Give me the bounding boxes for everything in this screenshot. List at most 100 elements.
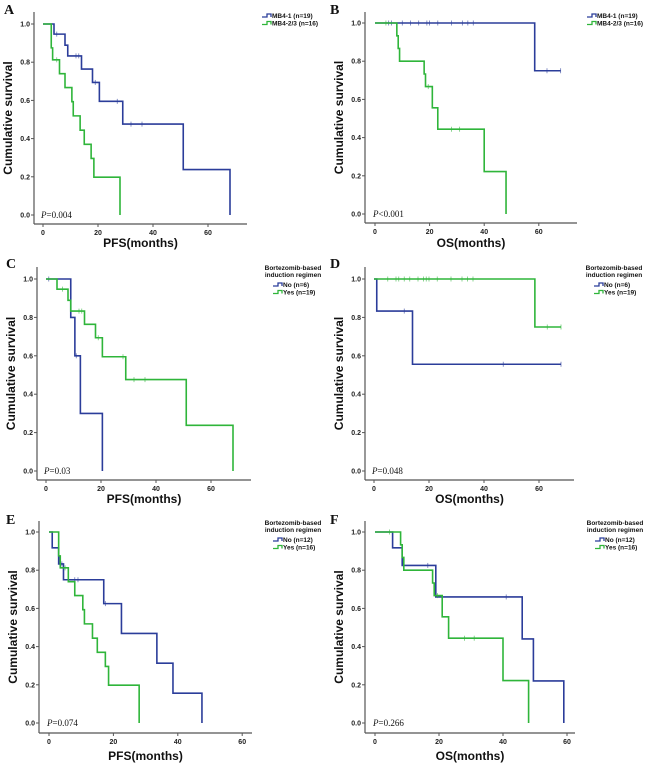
x-axis-title: PFS(months): [108, 749, 183, 763]
survival-curve-1: [375, 22, 561, 72]
y-tick-label: 0.0: [351, 212, 361, 219]
p-value-text: =0.03: [50, 466, 71, 476]
legend-swatch-2: [273, 289, 283, 295]
x-tick-label: 40: [480, 486, 488, 493]
y-tick-label: 0.2: [25, 682, 35, 689]
legend-label-2: MB4-2/3 (n=16): [597, 21, 643, 28]
y-tick-label: 0.0: [351, 721, 361, 728]
y-tick-label: 0.6: [351, 97, 361, 104]
x-axis-title: OS(months): [436, 749, 505, 763]
survival-curve-1: [374, 278, 561, 366]
p-symbol: P: [372, 209, 379, 219]
legend-swatch-2: [594, 289, 604, 295]
x-tick-label: 40: [499, 739, 507, 746]
survival-curve-2: [375, 531, 530, 723]
legend-label-2: MB4-2/3 (n=16): [272, 21, 318, 28]
y-tick-label: 1.0: [25, 530, 35, 537]
legend-label-1: No (n=12): [283, 537, 313, 544]
legend-swatch-2: [273, 544, 283, 550]
legend: MB4-1 (n=19)MB4-2/3 (n=16): [587, 13, 643, 28]
x-tick-label: 40: [174, 739, 182, 746]
p-value: P=0.048: [371, 466, 403, 476]
panel-e: E 0.0 0.2 0.4 0.6 0.8 1.0 0 20 40 60 PFS(months) Cum…: [6, 513, 321, 763]
x-axis-title: PFS(months): [107, 492, 182, 506]
legend-title-line2: induction regimen: [586, 272, 642, 279]
y-tick-label: 0.2: [23, 430, 33, 437]
legend-label-1: MB4-1 (n=19): [272, 13, 313, 20]
legend-label-1: No (n=6): [283, 282, 309, 289]
x-tick-label: 0: [41, 230, 45, 237]
x-tick-label: 20: [94, 230, 102, 237]
y-axis-title: Cumulative survival: [332, 317, 346, 430]
y-tick-label: 0.8: [20, 60, 30, 67]
survival-curve-2: [46, 278, 234, 471]
y-tick-label: 0.4: [23, 392, 33, 399]
legend-label-2: Yes (n=19): [283, 290, 315, 297]
y-tick-label: 0.0: [25, 721, 35, 728]
legend-swatch-1: [262, 13, 272, 18]
x-axis-title: PFS(months): [103, 236, 178, 250]
y-tick-label: 0.6: [23, 353, 33, 360]
p-value: P=0.266: [372, 718, 404, 728]
legend-title-line1: Bortezomib-based: [587, 520, 644, 527]
y-tick-label: 0.8: [23, 315, 33, 322]
y-tick-label: 1.0: [20, 22, 30, 29]
p-value: P=0.03: [43, 466, 71, 476]
p-value-text: =0.048: [378, 466, 404, 476]
survival-curve-2: [43, 23, 121, 215]
panel-letter: C: [6, 257, 16, 272]
x-tick-label: 0: [373, 739, 377, 746]
y-tick-label: 0.2: [20, 174, 30, 181]
legend-title-line2: induction regimen: [587, 527, 643, 534]
x-tick-label: 40: [480, 229, 488, 236]
x-tick-label: 60: [563, 739, 571, 746]
x-tick-label: 20: [435, 739, 443, 746]
y-tick-label: 1.0: [351, 530, 361, 537]
panel-a: A 0.0 0.2 0.4 0.6 0.8 1.0 0 20 40 60 PFS(months) Cum…: [1, 3, 318, 250]
x-tick-label: 20: [425, 486, 433, 493]
survival-curve-1: [43, 23, 231, 215]
x-tick-label: 60: [238, 739, 246, 746]
x-tick-label: 60: [535, 486, 543, 493]
y-axis-title: Cumulative survival: [332, 570, 346, 683]
x-tick-label: 40: [149, 230, 157, 237]
y-axis-title: Cumulative survival: [4, 317, 18, 430]
x-tick-label: 0: [372, 486, 376, 493]
survival-curve-1: [375, 531, 565, 723]
legend-swatch-1: [587, 13, 597, 18]
y-tick-label: 0.6: [351, 353, 361, 360]
y-tick-label: 0.8: [25, 568, 35, 575]
panel-letter: E: [6, 513, 15, 528]
p-symbol: P: [371, 466, 378, 476]
y-tick-label: 0.2: [351, 682, 361, 689]
p-value-text: =0.074: [53, 718, 79, 728]
legend-label-1: MB4-1 (n=19): [597, 13, 638, 20]
survival-curve-2: [375, 22, 507, 214]
legend-label-2: Yes (n=16): [283, 545, 315, 552]
x-axis-title: OS(months): [435, 492, 504, 506]
legend-swatch-1: [273, 282, 283, 287]
p-value-text: =0.266: [379, 718, 405, 728]
y-axis-title: Cumulative survival: [332, 61, 346, 174]
p-value-text: <0.001: [379, 209, 404, 219]
p-value: P=0.004: [40, 210, 72, 220]
legend-swatch-2: [587, 20, 597, 26]
panel-d: D 0.0 0.2 0.4 0.6 0.8 1.0 0 20 40 60 OS(months) Cumu…: [330, 257, 642, 506]
legend-title-line1: Bortezomib-based: [265, 265, 322, 272]
survival-curve-2: [374, 278, 561, 328]
x-tick-label: 0: [44, 486, 48, 493]
y-tick-label: 0.0: [23, 469, 33, 476]
y-tick-label: 0.8: [351, 59, 361, 66]
legend-title-line2: induction regimen: [265, 527, 321, 534]
y-tick-label: 0.4: [351, 135, 361, 142]
panel-letter: A: [4, 3, 15, 18]
x-tick-label: 20: [97, 486, 105, 493]
y-tick-label: 0.4: [351, 392, 361, 399]
x-tick-label: 60: [535, 229, 543, 236]
y-tick-label: 0.6: [20, 98, 30, 105]
p-symbol: P: [40, 210, 47, 220]
legend-swatch-2: [262, 20, 272, 26]
